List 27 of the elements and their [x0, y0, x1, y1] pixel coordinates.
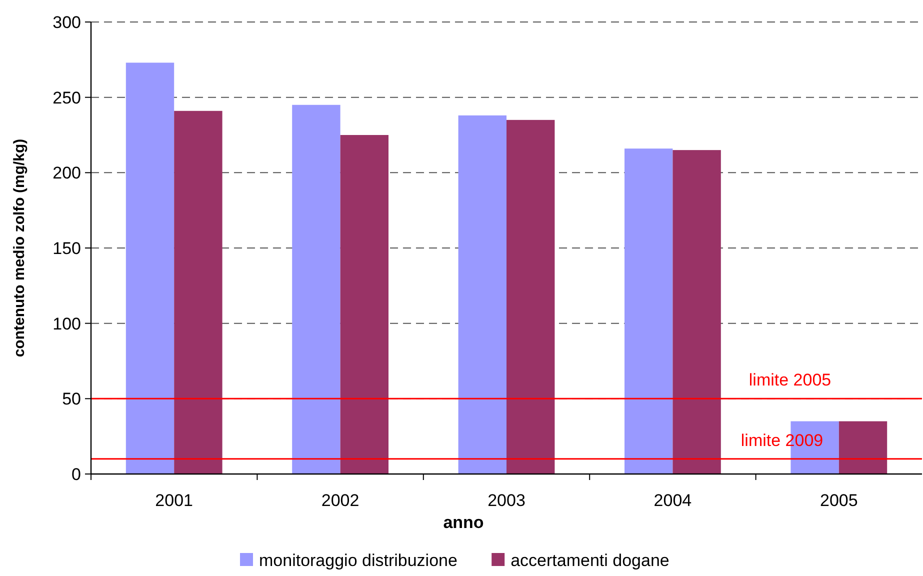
bar: [174, 110, 222, 474]
y-tick-label: 300: [52, 12, 81, 32]
y-axis-title: contenuto medio zolfo (mg/kg): [11, 138, 28, 358]
legend-label: monitoraggio distribuzione: [259, 551, 458, 570]
bar: [126, 62, 174, 474]
bar: [340, 135, 388, 474]
x-tick-label: 2001: [155, 491, 194, 510]
bar: [458, 115, 506, 474]
bar: [292, 104, 340, 474]
y-tick-label: 0: [72, 464, 81, 484]
ref-line-label: limite 2009: [740, 430, 824, 450]
y-tick-label: 150: [52, 238, 81, 258]
ref-line-label: limite 2005: [748, 370, 832, 390]
x-tick-label: 2004: [654, 491, 692, 510]
bar: [624, 148, 673, 474]
x-tick-label: 2005: [820, 491, 858, 510]
bar: [672, 150, 721, 474]
y-tick-label: 100: [52, 314, 81, 334]
x-tick-label: 2003: [488, 491, 526, 510]
y-tick-label: 200: [52, 164, 81, 183]
bar: [838, 421, 888, 474]
legend-label: accertamenti dogane: [510, 551, 670, 570]
x-tick-label: 2002: [321, 491, 360, 510]
bar: [506, 120, 555, 474]
y-tick-label: 50: [62, 390, 81, 409]
x-axis-title: anno: [443, 513, 484, 532]
y-tick-label: 250: [52, 88, 81, 108]
